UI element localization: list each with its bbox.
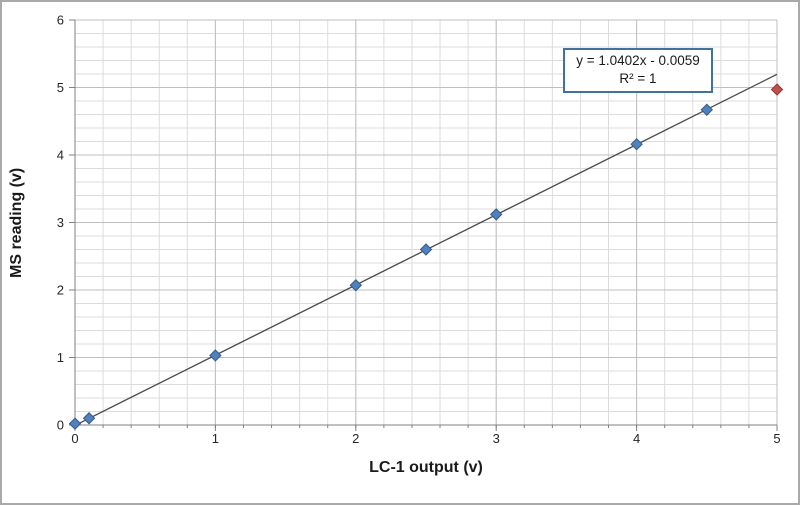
y-tick-label: 4 (57, 148, 64, 163)
y-tick-label: 6 (57, 13, 64, 28)
trendline-equation-box: y = 1.0402x - 0.0059 R² = 1 (563, 48, 713, 93)
data-point-saturated-point (770, 83, 784, 96)
x-tick-label: 2 (352, 431, 359, 446)
x-tick-label: 4 (633, 431, 640, 446)
data-point-calibration-points (630, 137, 643, 151)
data-point-calibration-points (209, 349, 222, 362)
y-axis-title: MS reading (v) (8, 167, 25, 278)
data-point-calibration-points (68, 417, 82, 430)
y-tick-label: 3 (57, 215, 64, 230)
x-tick-label: 5 (773, 431, 780, 446)
x-tick-label: 3 (493, 431, 500, 446)
data-point-calibration-points (419, 243, 433, 256)
x-axis-title: LC-1 output (v) (369, 459, 483, 476)
y-tick-label: 1 (57, 350, 64, 365)
data-point-calibration-points (489, 208, 503, 221)
trendline-equation: y = 1.0402x - 0.0059 (576, 53, 700, 68)
data-point-calibration-points (700, 103, 714, 116)
data-point-calibration-points (349, 279, 363, 292)
y-tick-label: 2 (57, 283, 64, 298)
x-tick-label: 0 (71, 431, 78, 446)
trendline-r-squared: R² = 1 (619, 71, 657, 86)
x-tick-label: 1 (212, 431, 219, 446)
y-tick-label: 0 (57, 418, 64, 433)
data-point-calibration-points (82, 412, 96, 425)
y-tick-label: 5 (57, 80, 64, 95)
